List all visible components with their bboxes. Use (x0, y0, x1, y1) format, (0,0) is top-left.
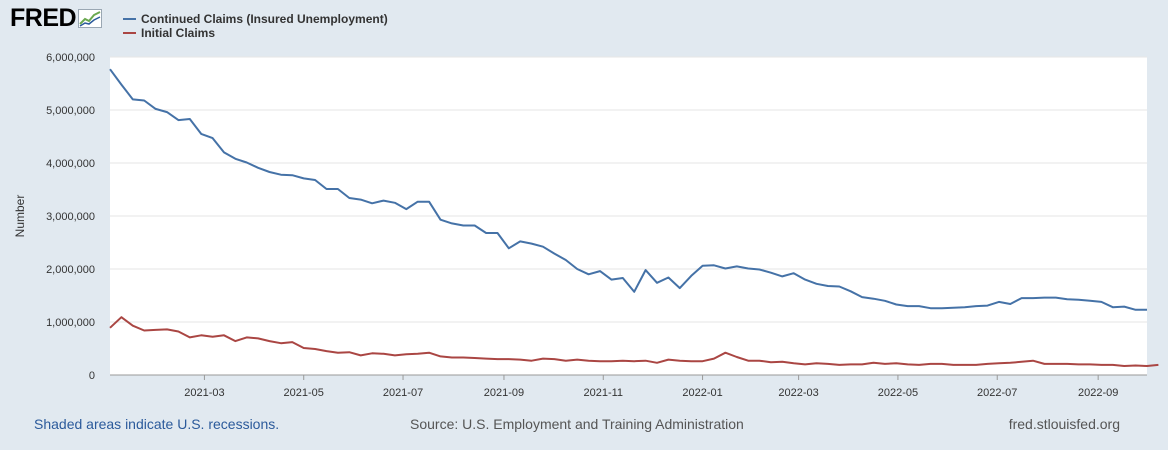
y-tick-label: 6,000,000 (46, 52, 95, 64)
logo-graph-icon (78, 9, 103, 28)
site-link[interactable]: fred.stlouisfed.org (1008, 416, 1120, 432)
legend-label-initial-claims: Initial Claims (141, 26, 216, 40)
y-tick-label: 5,000,000 (46, 105, 95, 117)
x-axis: 2021-03 2021-05 2021-07 2021-09 2021-11 2022-… (110, 374, 1147, 399)
y-tick-label: 1,000,000 (46, 317, 95, 329)
x-tick-label: 2021-09 (484, 387, 524, 399)
series-line-initial-claims[interactable] (109, 316, 1159, 367)
series-lines (109, 68, 1159, 367)
legend-swatch-continued-claims (123, 18, 136, 20)
y-axis-title: Number (13, 195, 27, 238)
legend-label-continued-claims: Continued Claims (Insured Unemployment) (141, 12, 388, 26)
x-tick-label: 2022-01 (682, 387, 722, 399)
fred-logo[interactable]: FRED (10, 4, 103, 32)
recession-note: Shaded areas indicate U.S. recessions. (34, 416, 280, 432)
legend-item-continued-claims[interactable]: Continued Claims (Insured Unemployment) (123, 12, 388, 26)
y-tick-label: 4,000,000 (46, 158, 95, 170)
y-tick-label: 3,000,000 (46, 211, 95, 223)
y-axis: 0 1,000,000 2,000,000 3,000,000 4,000,000 5,0… (46, 52, 95, 382)
source-note: Source: U.S. Employment and Training Adm… (410, 416, 744, 432)
x-tick-label: 2021-05 (284, 387, 324, 399)
x-tick-label: 2021-03 (184, 387, 224, 399)
x-tick-label: 2022-07 (977, 387, 1017, 399)
legend-item-initial-claims[interactable]: Initial Claims (123, 26, 388, 40)
y-tick-label: 2,000,000 (46, 264, 95, 276)
x-tick-label: 2021-11 (583, 387, 623, 399)
x-tick-label: 2022-05 (878, 387, 918, 399)
legend-swatch-initial-claims (123, 32, 136, 34)
y-tick-label: 0 (89, 370, 95, 382)
x-tick-label: 2021-07 (383, 387, 423, 399)
chart-legend: Continued Claims (Insured Unemployment) … (123, 12, 388, 40)
logo-text: FRED (10, 4, 77, 32)
x-tick-label: 2022-03 (778, 387, 818, 399)
x-tick-label: 2022-09 (1078, 387, 1118, 399)
series-line-continued-claims[interactable] (109, 68, 1147, 311)
